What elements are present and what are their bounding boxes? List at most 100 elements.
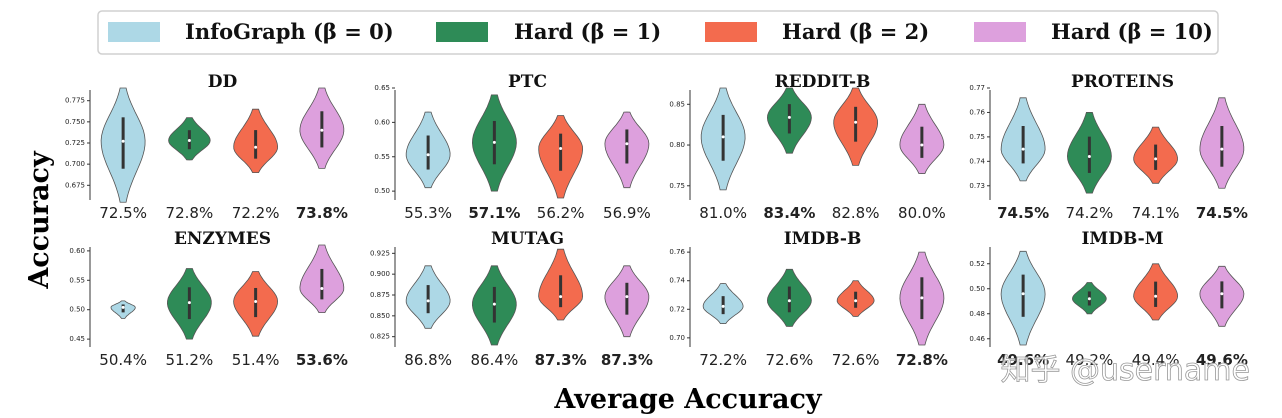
legend-label-4: Hard (β = 10) bbox=[1051, 19, 1213, 44]
violin-median-2 bbox=[187, 138, 191, 142]
panel-proteins: PROTEINS 0.77 0.76 0.75 0.74 0.73 74.5% 74.2% 74… bbox=[969, 72, 1247, 222]
y-tick-label: 0.900 bbox=[370, 270, 390, 278]
violin-median-4 bbox=[320, 128, 324, 132]
y-tick-label: 0.74 bbox=[669, 277, 685, 285]
legend-label-2: Hard (β = 1) bbox=[514, 19, 661, 44]
avg-accuracy-label: 86.8% bbox=[404, 351, 452, 369]
violin-median-1 bbox=[121, 305, 125, 309]
panel-enzymes: ENZYMES 0.60 0.55 0.50 0.45 50.4% 51.2% 51.4% 53… bbox=[69, 229, 347, 369]
violin-median-4 bbox=[625, 142, 629, 146]
y-tick-label: 0.50 bbox=[69, 306, 85, 314]
avg-accuracy-label: 57.1% bbox=[468, 204, 520, 222]
avg-accuracy-label: 74.5% bbox=[1196, 204, 1248, 222]
watermark-text: 知乎 @username bbox=[1000, 353, 1250, 388]
violin-median-3 bbox=[854, 120, 858, 124]
y-tick-label: 0.775 bbox=[65, 97, 85, 105]
panel-title: ENZYMES bbox=[174, 229, 271, 249]
violin-median-4 bbox=[920, 143, 924, 147]
panel-title: DD bbox=[208, 72, 238, 92]
panel-title: IMDB-M bbox=[1081, 229, 1163, 249]
avg-accuracy-label: 72.5% bbox=[99, 204, 147, 222]
y-tick-label: 0.50 bbox=[374, 187, 390, 195]
violin-median-1 bbox=[426, 299, 430, 303]
panel-title: PTC bbox=[508, 72, 547, 92]
panel-dd: DD 0.775 0.750 0.725 0.700 0.675 72.5% 72.8% 72.… bbox=[65, 72, 348, 222]
panel-title: IMDB-B bbox=[784, 229, 862, 249]
y-tick-label: 0.850 bbox=[370, 312, 390, 320]
avg-accuracy-label: 49.2% bbox=[1066, 351, 1114, 369]
y-tick-label: 0.700 bbox=[65, 160, 85, 168]
panel-title: REDDIT-B bbox=[775, 72, 871, 92]
avg-accuracy-label: 55.3% bbox=[404, 204, 452, 222]
panel-reddit-b: REDDIT-B 0.85 0.80 0.75 81.0% 83.4% 82.8% 80.0% bbox=[669, 72, 945, 222]
y-tick-label: 0.74 bbox=[969, 157, 985, 165]
violin-median-2 bbox=[1087, 297, 1091, 301]
panel-ptc: PTC 0.65 0.60 0.55 0.50 55.3% 57.1% 56.2% 56.9% bbox=[374, 72, 650, 222]
y-tick-label: 0.70 bbox=[669, 334, 685, 342]
violin-median-4 bbox=[1220, 147, 1224, 151]
x-axis-label: Average Accuracy bbox=[553, 384, 823, 415]
avg-accuracy-label: 72.6% bbox=[832, 351, 880, 369]
avg-accuracy-label: 72.2% bbox=[699, 351, 747, 369]
y-tick-label: 0.72 bbox=[669, 305, 685, 313]
avg-accuracy-label: 49.6% bbox=[1196, 351, 1248, 369]
violin-median-3 bbox=[254, 299, 258, 303]
y-tick-label: 0.73 bbox=[969, 182, 985, 190]
violin-median-3 bbox=[254, 145, 258, 149]
y-tick-label: 0.80 bbox=[669, 141, 685, 149]
legend-swatch-3 bbox=[705, 22, 757, 42]
violin-median-2 bbox=[787, 115, 791, 119]
violin-median-3 bbox=[1154, 157, 1158, 161]
avg-accuracy-label: 81.0% bbox=[699, 204, 747, 222]
avg-accuracy-label: 72.6% bbox=[766, 351, 814, 369]
violin-median-2 bbox=[1087, 154, 1091, 158]
violin-median-1 bbox=[121, 139, 125, 143]
avg-accuracy-label: 56.9% bbox=[603, 204, 651, 222]
panel-title: MUTAG bbox=[491, 229, 564, 249]
avg-accuracy-label: 83.4% bbox=[763, 204, 815, 222]
violin-median-1 bbox=[721, 304, 725, 308]
avg-accuracy-label: 51.4% bbox=[232, 351, 280, 369]
avg-accuracy-label: 51.2% bbox=[166, 351, 214, 369]
y-tick-label: 0.825 bbox=[370, 333, 390, 341]
avg-accuracy-label: 73.8% bbox=[296, 204, 348, 222]
panel-mutag: MUTAG 0.925 0.900 0.875 0.850 0.825 86.8% 86.4%… bbox=[370, 229, 653, 369]
violin-median-3 bbox=[854, 299, 858, 303]
legend-swatch-4 bbox=[974, 22, 1026, 42]
y-tick-label: 0.60 bbox=[69, 247, 85, 255]
violin-median-1 bbox=[1021, 147, 1025, 151]
violin-median-4 bbox=[920, 296, 924, 300]
avg-accuracy-label: 80.0% bbox=[898, 204, 946, 222]
y-tick-label: 0.55 bbox=[69, 276, 85, 284]
violin-median-3 bbox=[559, 147, 563, 150]
y-tick-label: 0.77 bbox=[969, 84, 985, 92]
y-tick-label: 0.45 bbox=[69, 335, 85, 343]
panel-imdb-b: IMDB-B 0.76 0.74 0.72 0.70 72.2% 72.6% 72.6% 72.… bbox=[669, 229, 947, 369]
y-tick-label: 0.46 bbox=[969, 335, 985, 343]
violin-median-3 bbox=[1154, 294, 1158, 298]
panel-imdb-m: IMDB-M 0.52 0.50 0.48 0.46 49.6% 49.2% 49.4% 49.… bbox=[969, 229, 1247, 369]
avg-accuracy-label: 86.4% bbox=[471, 351, 519, 369]
y-tick-label: 0.65 bbox=[374, 84, 390, 92]
legend-swatch-1 bbox=[108, 22, 160, 42]
violin-median-4 bbox=[1220, 292, 1224, 296]
avg-accuracy-label: 74.1% bbox=[1132, 204, 1180, 222]
violin-median-2 bbox=[787, 299, 791, 303]
y-tick-label: 0.75 bbox=[669, 182, 685, 190]
avg-accuracy-label: 49.4% bbox=[1132, 351, 1180, 369]
avg-accuracy-label: 74.2% bbox=[1066, 204, 1114, 222]
legend-frame bbox=[97, 10, 1219, 55]
avg-accuracy-label: 72.2% bbox=[232, 204, 280, 222]
y-tick-label: 0.675 bbox=[65, 181, 85, 189]
y-tick-label: 0.48 bbox=[969, 310, 985, 318]
y-tick-label: 0.60 bbox=[374, 118, 390, 126]
avg-accuracy-label: 56.2% bbox=[537, 204, 585, 222]
y-tick-label: 0.75 bbox=[969, 133, 985, 141]
y-tick-label: 0.750 bbox=[65, 118, 85, 126]
panel-title: PROTEINS bbox=[1071, 72, 1174, 92]
y-tick-label: 0.55 bbox=[374, 153, 390, 161]
y-axis-label: Accuracy bbox=[24, 150, 55, 290]
violin-median-3 bbox=[559, 295, 563, 299]
y-tick-label: 0.725 bbox=[65, 139, 85, 147]
